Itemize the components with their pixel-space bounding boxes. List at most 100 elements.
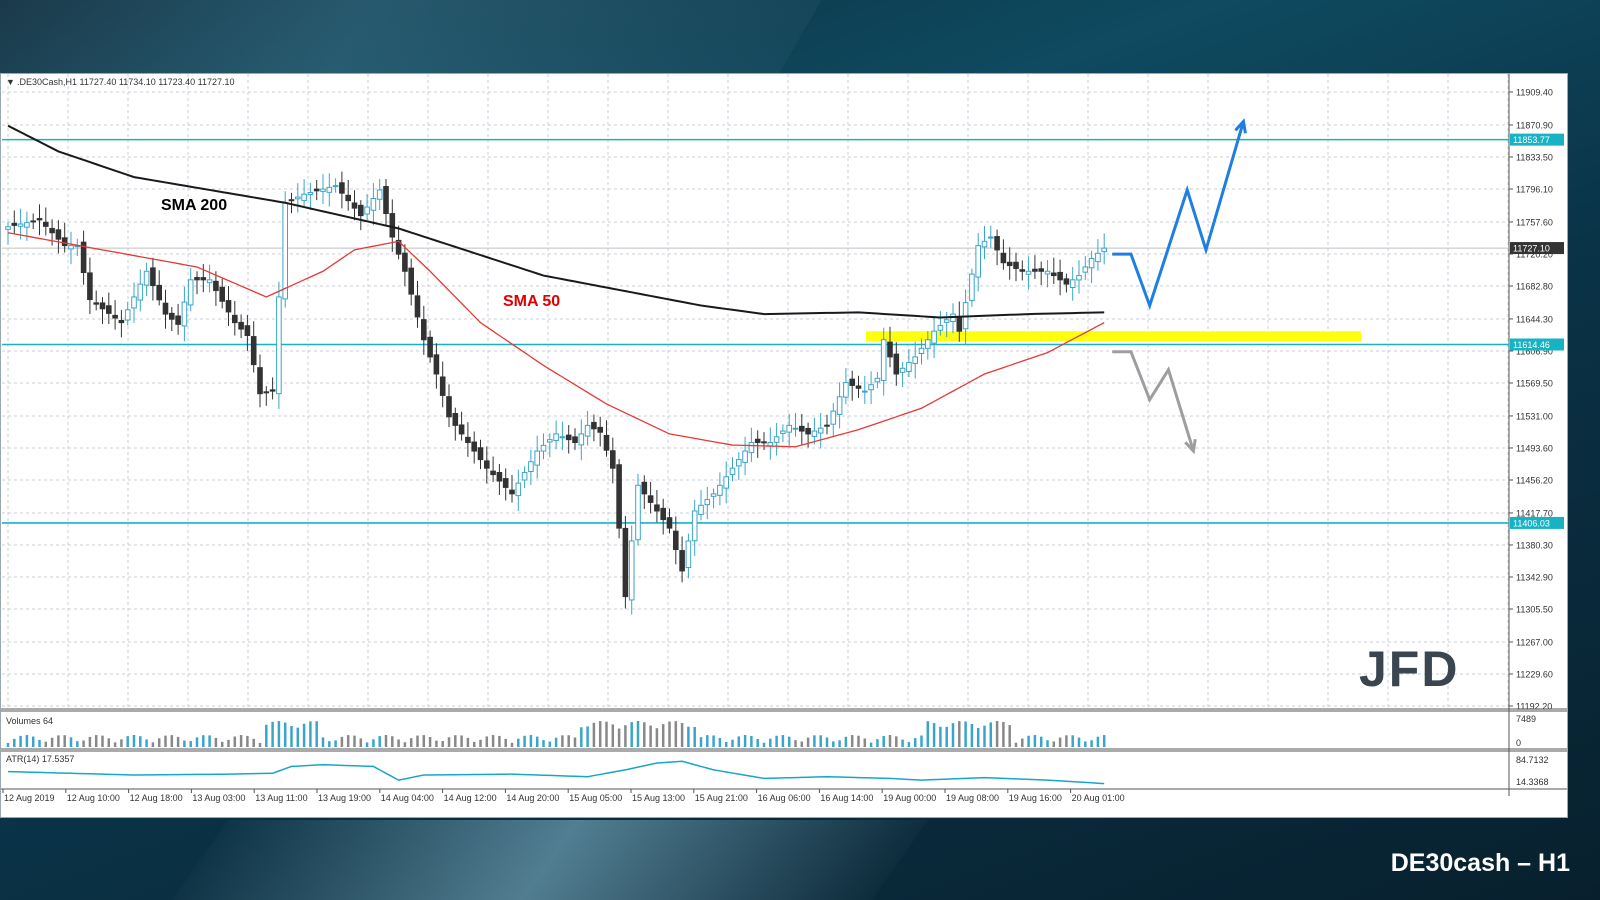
candle-body <box>351 202 358 209</box>
candle-body <box>471 441 477 452</box>
candle-body <box>780 430 786 434</box>
candle-body <box>521 471 528 481</box>
y-tick-label: 11569.50 <box>1516 378 1553 388</box>
candle-body <box>24 222 30 228</box>
candle-body <box>799 425 805 432</box>
y-tick-label: 11606.90 <box>1516 346 1553 356</box>
candle-body <box>112 314 118 319</box>
sma200-line <box>7 124 1105 319</box>
candle-body <box>717 484 723 496</box>
candle-body <box>137 283 144 301</box>
candle-body <box>1095 252 1101 263</box>
candle-body <box>748 441 755 454</box>
candle-body <box>1051 272 1057 277</box>
candle-body <box>679 550 685 572</box>
y-tick-label: 11456.20 <box>1516 475 1553 485</box>
candle-body <box>729 467 736 475</box>
x-tick-label: 16 Aug 14:00 <box>820 793 873 803</box>
candle-body <box>313 188 320 192</box>
candle-body <box>383 186 389 214</box>
candle-body <box>118 320 125 324</box>
candle-body <box>87 272 93 301</box>
jfd-logo: JFD <box>1359 641 1459 697</box>
candle-body <box>698 504 704 515</box>
y-tick-label: 11644.30 <box>1516 314 1553 324</box>
x-tick-label: 14 Aug 12:00 <box>444 793 497 803</box>
price-chart[interactable]: 11909.40 11870.90 11833.50 11796.10 11757.60… <box>1 74 1567 817</box>
candle-body <box>358 204 364 217</box>
sma50-label: SMA 50 <box>503 293 560 310</box>
candle-body <box>55 229 62 240</box>
candle-body <box>685 540 692 569</box>
candle-body <box>282 202 288 300</box>
y-tick-label: 11417.70 <box>1516 508 1553 518</box>
candle-body <box>181 301 188 327</box>
candle-body <box>868 384 874 391</box>
candle-body <box>68 245 74 250</box>
candle-body <box>131 296 137 309</box>
candle-body <box>219 286 225 302</box>
candle-body <box>937 324 944 331</box>
candle-body <box>106 305 112 314</box>
level-label: 11406.03 <box>1513 518 1550 528</box>
candle-body <box>925 339 931 349</box>
x-tick-label: 16 Aug 06:00 <box>758 793 811 803</box>
x-tick-label: 19 Aug 00:00 <box>883 793 936 803</box>
candle-body <box>565 434 572 441</box>
x-tick-label: 12 Aug 18:00 <box>130 793 183 803</box>
candle-body <box>736 459 742 467</box>
y-tick-label: 11380.30 <box>1516 540 1553 550</box>
candle-body <box>1088 257 1095 269</box>
candle-body <box>515 482 522 497</box>
candle-body <box>578 433 585 446</box>
candle-body <box>332 185 339 188</box>
candle-body <box>1057 271 1063 281</box>
candle-body <box>603 434 610 451</box>
sma50-line <box>7 232 1105 448</box>
candle-body <box>439 376 446 396</box>
candle-body <box>49 227 55 234</box>
chart-title: DE30cash – H1 <box>1390 849 1570 877</box>
candle-body <box>465 436 471 443</box>
x-tick-label: 14 Aug 04:00 <box>381 793 434 803</box>
x-tick-label: 12 Aug 2019 <box>4 793 55 803</box>
candle-body <box>194 277 200 281</box>
x-tick-label: 20 Aug 01:00 <box>1072 793 1125 803</box>
y-tick-label: 11757.60 <box>1516 217 1553 227</box>
candle-body <box>1013 261 1019 269</box>
background-streak <box>0 0 822 75</box>
level-label-box <box>1510 338 1564 351</box>
candle-body <box>880 339 887 381</box>
candle-body <box>855 385 862 389</box>
candle-body <box>836 396 843 415</box>
candle-body <box>931 330 937 344</box>
chart-header: .DE30Cash,H1 11727.40 11734.10 11723.40 … <box>17 77 235 87</box>
candle-body <box>654 504 660 512</box>
candle-body <box>175 315 181 325</box>
candle-body <box>1069 279 1076 288</box>
candle-body <box>547 439 553 443</box>
candle-body <box>1000 252 1007 264</box>
candle-body <box>994 236 1000 251</box>
candle-body <box>257 367 263 395</box>
chart-window[interactable]: 11909.40 11870.90 11833.50 11796.10 11757.60… <box>0 73 1568 818</box>
candle-body <box>1082 266 1089 273</box>
candle-body <box>446 396 452 418</box>
candle-body <box>830 410 837 425</box>
candle-body <box>232 314 238 324</box>
candle-body <box>502 478 509 488</box>
volume-tick: 0 <box>1516 738 1521 748</box>
candle-body <box>710 493 717 497</box>
candle-body <box>622 527 629 598</box>
candle-body <box>975 245 982 278</box>
candle-body <box>276 296 282 395</box>
candle-body <box>61 237 68 247</box>
candle-body <box>1006 261 1013 267</box>
support-zone <box>866 331 1361 342</box>
bullish-projection-arrow <box>1112 121 1245 311</box>
candle-body <box>389 213 396 238</box>
bullish-projection-arrow-arrowhead <box>1234 118 1247 134</box>
atr-label: ATR(14) 17.5357 <box>6 754 74 764</box>
candle-body <box>339 182 345 194</box>
x-tick-label: 13 Aug 19:00 <box>318 793 371 803</box>
